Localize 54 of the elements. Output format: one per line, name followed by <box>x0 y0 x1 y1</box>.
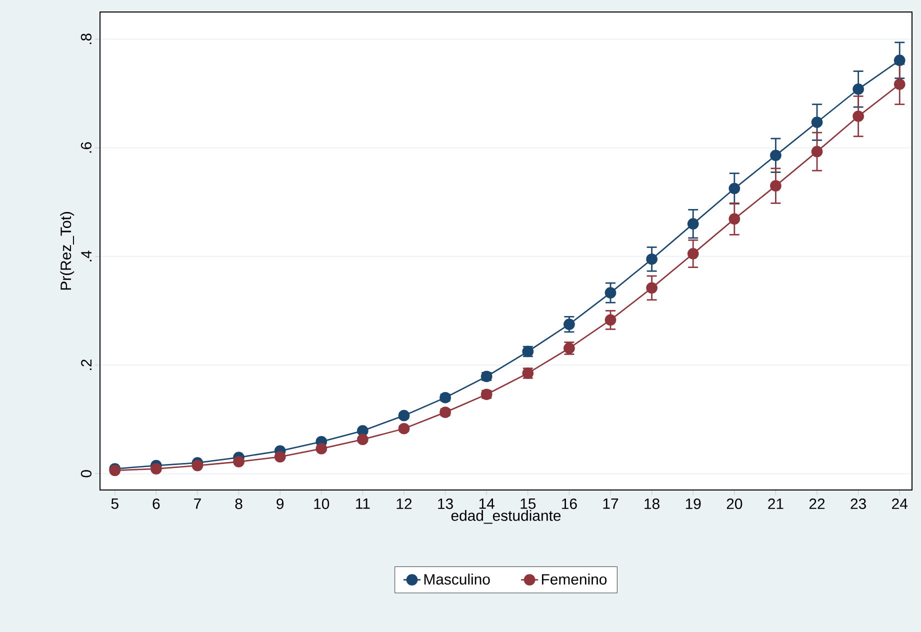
point <box>894 54 906 66</box>
x-tick-label: 6 <box>152 498 160 510</box>
x-tick-label: 19 <box>686 498 701 510</box>
point <box>728 182 740 194</box>
x-tick-label: 20 <box>726 498 742 510</box>
point <box>646 253 658 265</box>
point <box>398 410 410 422</box>
y-tick-label: .4 <box>81 250 92 262</box>
legend-label: Masculino <box>424 574 490 585</box>
point <box>150 463 162 474</box>
point <box>811 116 823 128</box>
y-axis-title: Pr(Rez_Tot) <box>60 212 74 290</box>
point <box>852 83 864 95</box>
x-tick-label: 10 <box>314 498 330 510</box>
y-tick-label: .6 <box>80 142 92 153</box>
x-tick-label: 15 <box>520 498 536 509</box>
point <box>687 248 699 260</box>
x-tick-label: 23 <box>850 498 866 510</box>
point <box>233 456 244 468</box>
point <box>274 451 286 463</box>
point <box>894 78 906 90</box>
x-tick-label: 12 <box>396 498 412 509</box>
x-axis-title: edad_estudiante <box>451 510 561 524</box>
x-tick-label: 7 <box>194 498 201 509</box>
x-tick-label: 22 <box>809 498 825 509</box>
x-tick-label: 18 <box>644 498 660 510</box>
point <box>192 460 204 472</box>
x-tick-label: 16 <box>562 498 577 510</box>
point <box>604 314 616 326</box>
y-tick-label: .2 <box>81 360 92 370</box>
point <box>852 110 864 122</box>
point <box>604 287 616 299</box>
point <box>564 318 575 330</box>
y-tick-label: .8 <box>80 34 92 44</box>
point <box>770 150 782 162</box>
point <box>728 213 740 225</box>
point <box>398 422 410 434</box>
x-tick-label: 13 <box>438 498 453 510</box>
x-tick-label: 9 <box>276 498 284 510</box>
point <box>770 180 782 192</box>
x-tick-label: 17 <box>603 498 618 509</box>
point <box>316 443 328 454</box>
point <box>687 218 699 230</box>
y-tick-label: 0 <box>80 470 92 478</box>
legend-label: Femenino <box>542 574 607 585</box>
point <box>357 434 368 446</box>
point <box>646 282 658 294</box>
x-tick-label: 11 <box>356 498 370 509</box>
x-tick-label: 5 <box>111 498 118 509</box>
point <box>811 146 823 158</box>
x-tick-label: 8 <box>235 498 242 510</box>
x-tick-label: 21 <box>768 498 784 509</box>
x-tick-label: 24 <box>892 498 908 509</box>
x-tick-label: 14 <box>479 498 494 509</box>
